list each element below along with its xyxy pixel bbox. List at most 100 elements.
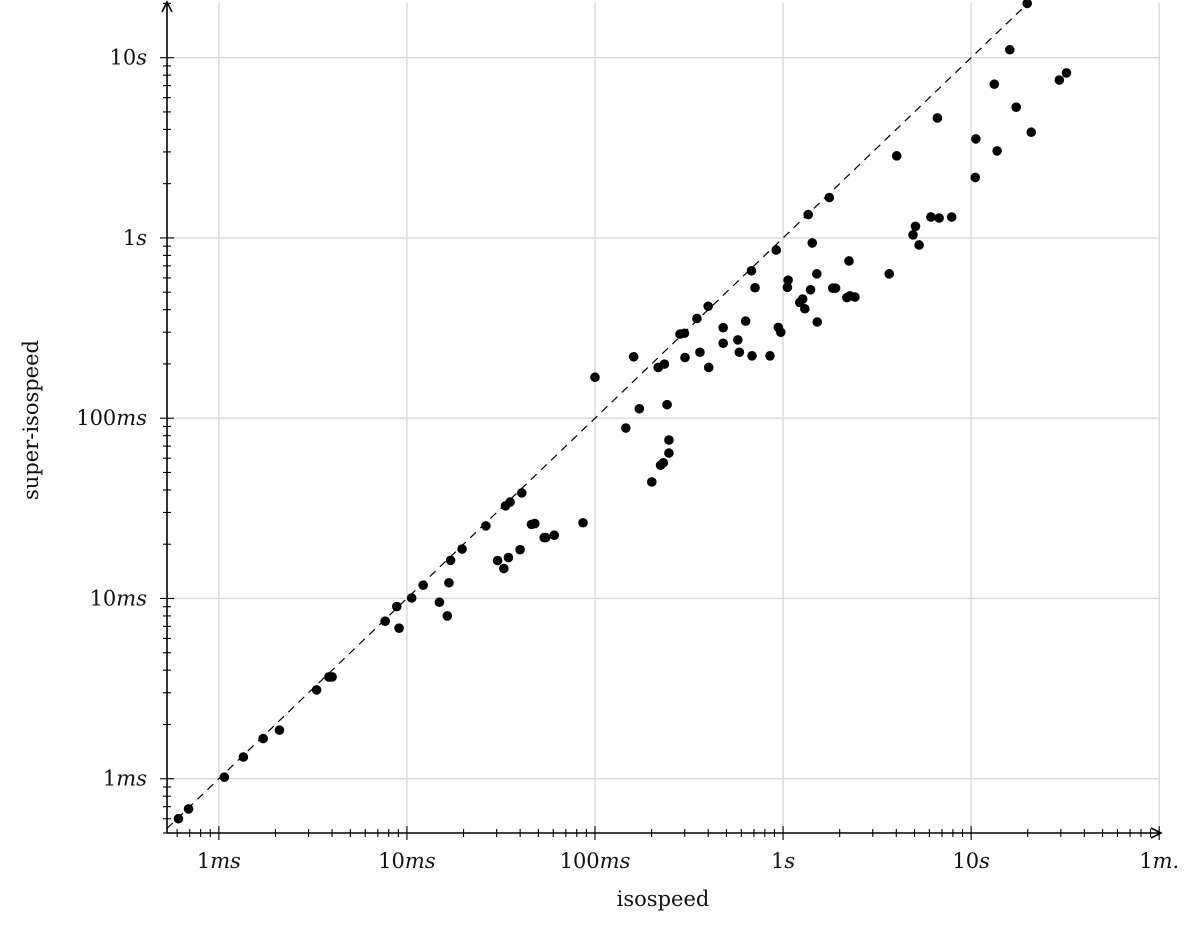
- data-point: [703, 362, 714, 373]
- x-tick-label: 10ms: [378, 849, 436, 873]
- data-point: [824, 192, 835, 203]
- data-point: [740, 316, 751, 326]
- data-point: [540, 532, 551, 543]
- data-point: [783, 275, 793, 285]
- data-point: [664, 448, 674, 458]
- data-point: [516, 488, 527, 498]
- data-point: [747, 350, 757, 361]
- data-point: [549, 530, 560, 540]
- data-point: [800, 303, 810, 314]
- data-point: [1061, 68, 1072, 78]
- data-point: [765, 350, 775, 361]
- tick-labels: 1ms 10ms 100ms 1s 10s 1m. 1ms 10ms 100ms 1s 10s: [76, 46, 1179, 873]
- reference-line-group: [166, 2, 1029, 829]
- data-point: [578, 517, 588, 528]
- data-point: [1011, 102, 1022, 112]
- y-axis-arrow: [161, 0, 173, 13]
- data-point: [444, 577, 454, 588]
- data-point: [238, 752, 249, 762]
- y-tick-label: 100ms: [76, 406, 147, 430]
- data-point: [530, 518, 540, 529]
- x-tick-label: 100ms: [560, 849, 631, 873]
- data-point: [946, 212, 957, 222]
- data-point: [647, 477, 657, 487]
- data-point: [183, 804, 194, 814]
- data-point: [481, 521, 491, 531]
- data-point: [850, 292, 860, 302]
- data-point: [926, 212, 936, 222]
- data-point: [807, 238, 818, 248]
- data-point: [1026, 127, 1037, 138]
- data-point: [776, 327, 786, 338]
- data-point: [891, 151, 902, 161]
- data-point: [844, 256, 854, 266]
- y-axis-title: super-isospeed: [19, 340, 43, 500]
- data-point: [771, 245, 782, 255]
- data-point: [1005, 44, 1015, 55]
- data-point: [680, 352, 690, 363]
- y-tick-label: 1s: [123, 226, 147, 250]
- x-tick-label: 1m.: [1139, 849, 1179, 873]
- data-point: [492, 555, 503, 566]
- x-axis-arrow: [1150, 827, 1163, 839]
- data-point: [274, 725, 285, 735]
- data-point: [971, 134, 981, 144]
- data-point: [658, 457, 669, 468]
- data-point: [1022, 0, 1033, 9]
- data-point: [173, 813, 184, 824]
- y-tick-label: 1ms: [103, 767, 147, 791]
- x-tick-label: 10s: [952, 849, 990, 873]
- axes: [160, 0, 1163, 840]
- data-point: [750, 282, 760, 293]
- data-point: [590, 372, 600, 383]
- data-point: [932, 113, 943, 123]
- data-point: [445, 555, 456, 566]
- data-point: [803, 209, 814, 220]
- data-point: [992, 146, 1002, 156]
- data-point: [442, 611, 453, 621]
- x-tick-label: 1ms: [197, 849, 241, 873]
- data-point: [659, 359, 670, 369]
- data-point: [1054, 75, 1065, 85]
- data-point: [406, 593, 417, 603]
- data-point: [418, 580, 428, 590]
- data-point: [505, 497, 515, 507]
- data-points: [173, 0, 1072, 824]
- data-point: [327, 672, 337, 682]
- data-point: [434, 597, 445, 608]
- data-point: [628, 351, 639, 362]
- data-point: [884, 269, 895, 279]
- data-point: [805, 284, 816, 295]
- data-point: [733, 335, 743, 345]
- data-point: [910, 221, 921, 232]
- data-point: [970, 172, 981, 183]
- data-point: [703, 301, 713, 312]
- data-point: [797, 294, 808, 304]
- data-point: [692, 313, 702, 324]
- data-point: [311, 685, 322, 695]
- data-point: [830, 283, 841, 293]
- data-point: [734, 347, 745, 358]
- data-point: [718, 338, 728, 349]
- data-point: [812, 317, 823, 327]
- data-point: [908, 230, 918, 240]
- y-tick-label: 10ms: [90, 586, 148, 610]
- reference-line: [166, 2, 1029, 829]
- data-point: [499, 563, 509, 574]
- data-point: [664, 435, 674, 445]
- data-point: [782, 282, 793, 293]
- data-point: [457, 544, 467, 554]
- data-point: [914, 240, 924, 250]
- x-tick-label: 1s: [771, 849, 795, 873]
- data-point: [746, 265, 757, 276]
- data-point: [662, 399, 672, 410]
- data-point: [515, 544, 525, 555]
- data-point: [812, 269, 822, 279]
- data-point: [989, 79, 1000, 90]
- data-point: [634, 403, 645, 414]
- data-point: [679, 328, 690, 339]
- data-point: [391, 601, 402, 612]
- data-point: [394, 623, 404, 633]
- data-point: [219, 772, 230, 782]
